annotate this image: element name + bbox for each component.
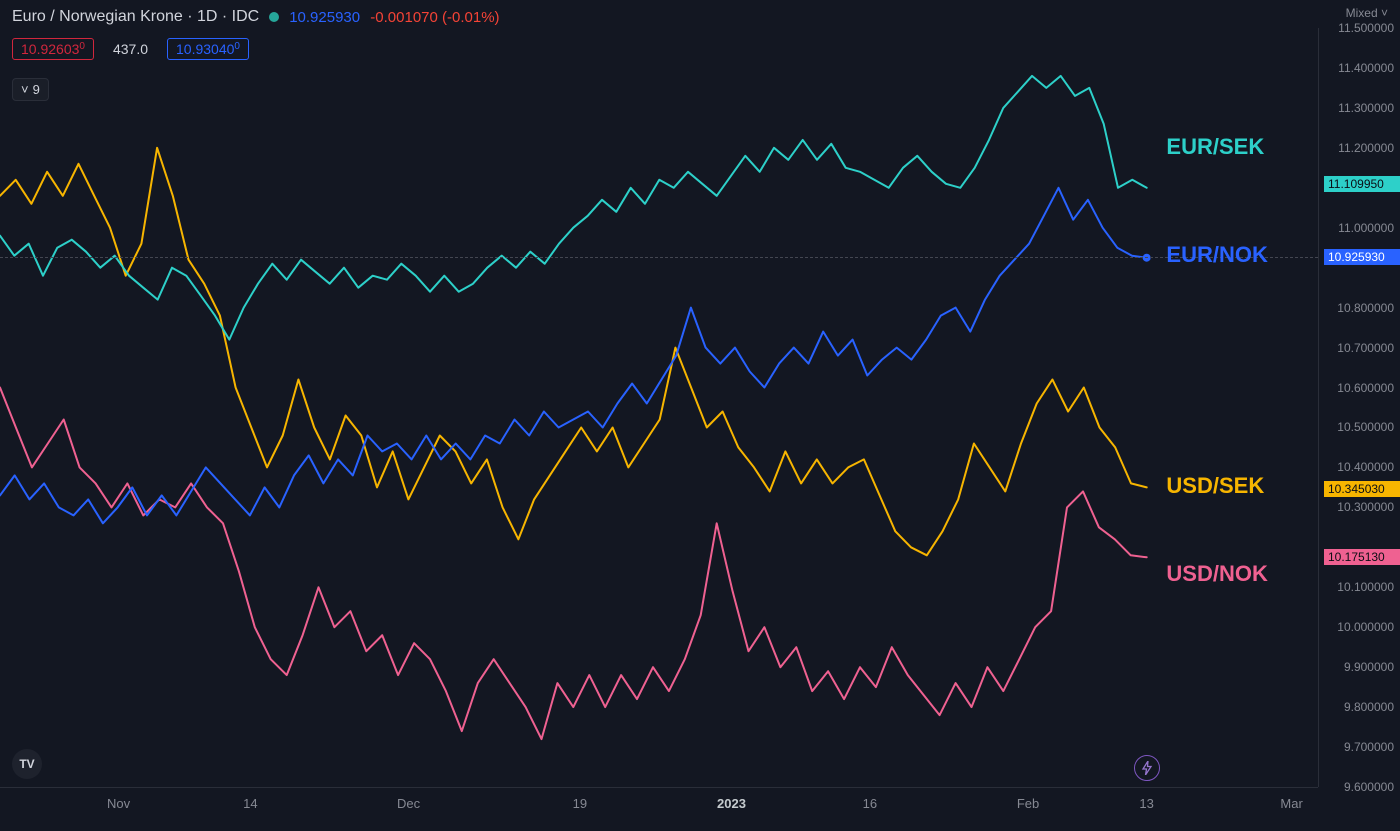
series-label: EUR/SEK [1166, 134, 1264, 160]
x-axis-tick: 13 [1139, 796, 1153, 811]
price-axis-marker: 11.109950 [1324, 176, 1400, 192]
price-axis-marker: 10.345030 [1324, 481, 1400, 497]
market-status-dot [269, 12, 279, 22]
series-label: USD/SEK [1166, 473, 1264, 499]
y-axis-tick: 10.700000 [1337, 341, 1394, 355]
x-axis-tick: Dec [397, 796, 420, 811]
x-axis-tick: 2023 [717, 796, 746, 811]
ohlc-open: 10.926030 [12, 38, 94, 60]
series-line [0, 148, 1147, 556]
series-line [0, 76, 1147, 340]
y-axis-tick: 10.500000 [1337, 420, 1394, 434]
price-axis-marker: 10.175130 [1324, 549, 1400, 565]
x-axis-tick: Feb [1017, 796, 1039, 811]
series-label: USD/NOK [1166, 561, 1267, 587]
chart-title: Euro / Norwegian Krone · 1D · IDC [12, 8, 259, 26]
y-axis-tick: 9.600000 [1344, 780, 1394, 794]
y-axis-tick: 9.700000 [1344, 740, 1394, 754]
chart-plot-area[interactable]: EUR/SEK EUR/NOK USD/SEK USD/NOK [0, 28, 1318, 787]
y-axis-tick: 9.800000 [1344, 700, 1394, 714]
ohlc-close: 10.930400 [167, 38, 249, 60]
ohlc-row: 10.926030 437.0 10.930400 [12, 38, 249, 60]
y-axis-tick: 10.600000 [1337, 381, 1394, 395]
x-axis-tick: 19 [573, 796, 587, 811]
time-axis[interactable]: Nov 14 Dec 19 2023 16 Feb 13 Mar [0, 787, 1318, 831]
y-axis-tick: 10.800000 [1337, 301, 1394, 315]
price-change: -0.001070 (-0.01%) [370, 9, 499, 26]
y-axis-tick: 11.400000 [1338, 61, 1394, 75]
price-readout: 10.925930 -0.001070 (-0.01%) [289, 9, 499, 26]
indicator-count-button[interactable]: ˅ 9 [12, 78, 49, 101]
x-axis-tick: 16 [863, 796, 877, 811]
chevron-down-icon: ˅ [21, 82, 29, 97]
y-axis-tick: 11.000000 [1338, 221, 1394, 235]
scale-mode-button[interactable]: Mixed ˅ [1346, 6, 1388, 20]
price-reference-line [0, 257, 1318, 258]
y-axis-tick: 11.200000 [1338, 141, 1394, 155]
price-value: 10.925930 [289, 9, 360, 26]
flash-button[interactable] [1134, 755, 1160, 781]
price-axis-marker: 10.925930 [1324, 249, 1400, 265]
y-axis-tick: 9.900000 [1344, 660, 1394, 674]
y-axis-tick: 11.500000 [1338, 21, 1394, 35]
x-axis-tick: Mar [1280, 796, 1302, 811]
tradingview-logo[interactable]: TV [12, 749, 42, 779]
chart-svg [0, 28, 1318, 787]
y-axis-tick: 10.400000 [1337, 460, 1394, 474]
series-label: EUR/NOK [1166, 242, 1267, 268]
y-axis-tick: 10.300000 [1337, 500, 1394, 514]
price-axis[interactable]: 11.50000011.40000011.30000011.20000011.0… [1318, 28, 1400, 787]
lightning-icon [1141, 761, 1153, 775]
ohlc-mid: 437.0 [104, 38, 157, 60]
y-axis-tick: 10.100000 [1337, 580, 1394, 594]
x-axis-tick: 14 [243, 796, 257, 811]
x-axis-tick: Nov [107, 796, 130, 811]
indicator-count: 9 [33, 82, 40, 97]
y-axis-tick: 10.000000 [1337, 620, 1394, 634]
series-line [0, 188, 1147, 524]
y-axis-tick: 11.300000 [1338, 101, 1394, 115]
